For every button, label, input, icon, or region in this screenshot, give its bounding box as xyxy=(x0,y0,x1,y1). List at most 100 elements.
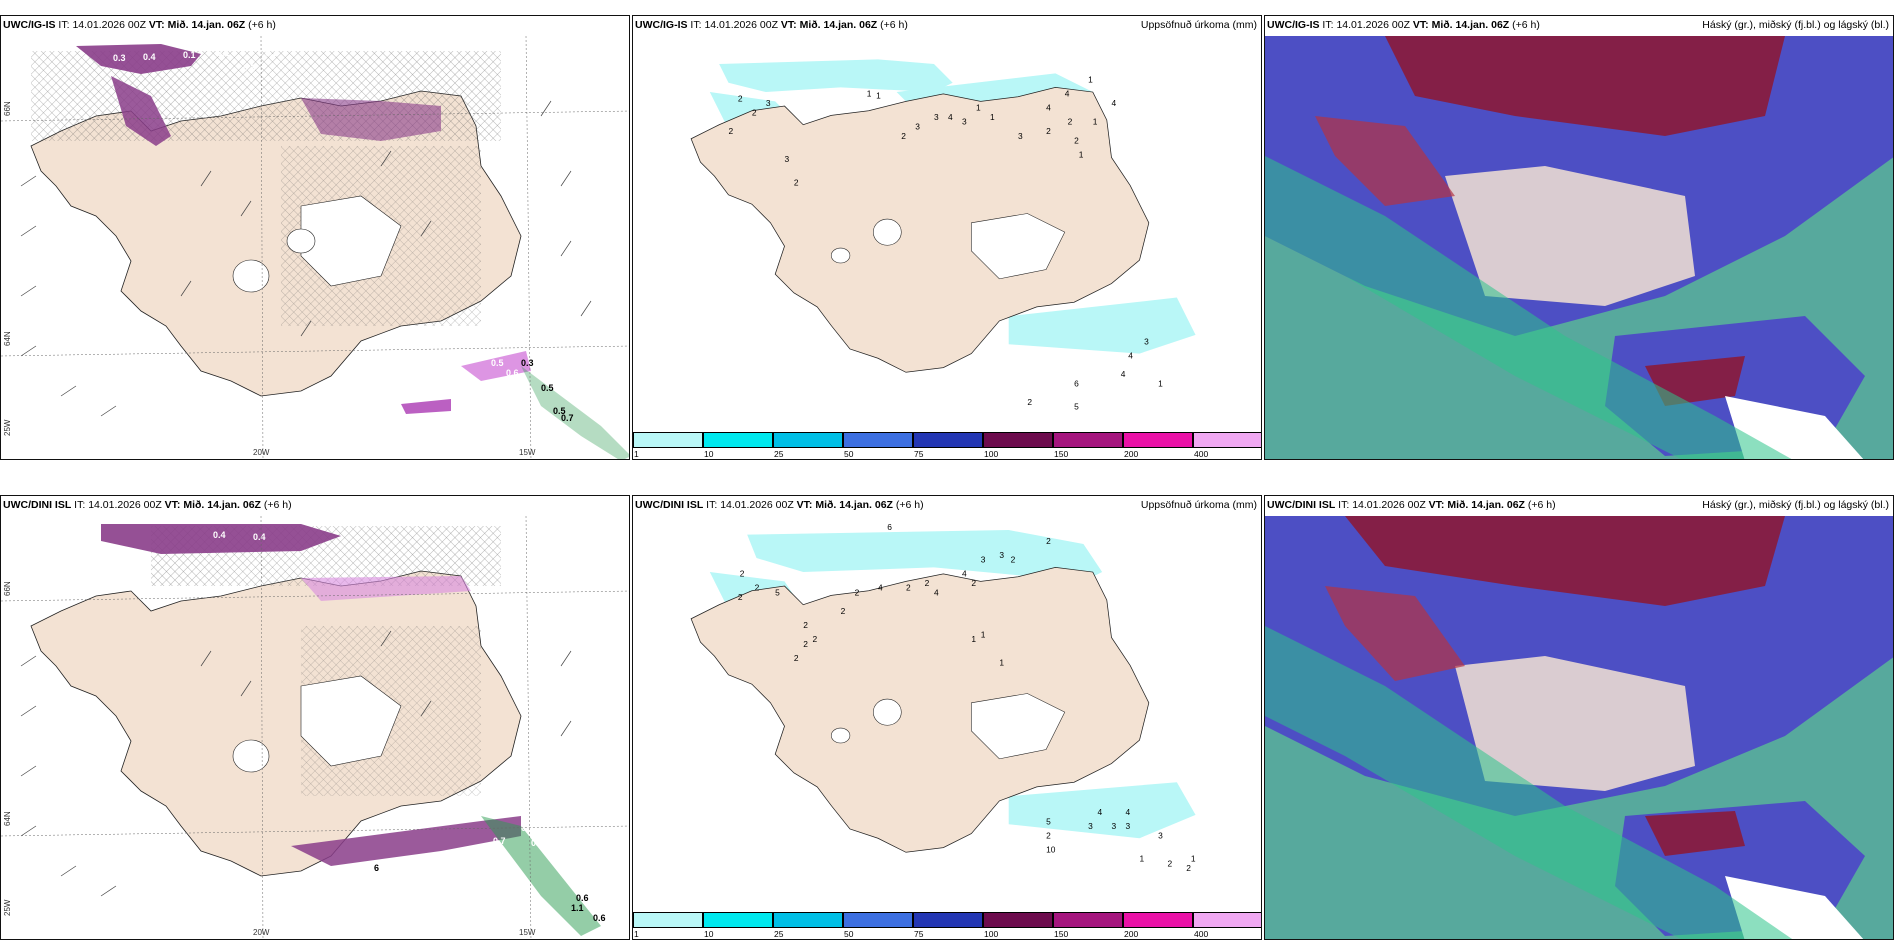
svg-text:4: 4 xyxy=(1111,98,1116,108)
glacier xyxy=(872,698,902,726)
vt-label: VT: xyxy=(164,499,181,511)
svg-text:3: 3 xyxy=(915,121,920,131)
lon-label-20: 20W xyxy=(253,448,270,457)
svg-text:0.3: 0.3 xyxy=(243,63,256,73)
cloud-title: Háský (gr.), miðský (fj.bl.) og lágský (… xyxy=(1702,19,1889,31)
model-name: UWC/IG-IS xyxy=(3,19,56,31)
colorbar-tick: 100 xyxy=(984,449,999,459)
svg-text:3: 3 xyxy=(1125,821,1130,831)
colorbar-swatch xyxy=(1053,912,1123,928)
svg-text:0.3: 0.3 xyxy=(113,53,126,63)
svg-text:1: 1 xyxy=(971,634,976,644)
vt-value: Mið. 14.jan. 06Z xyxy=(167,19,246,31)
precip-zone xyxy=(461,351,531,381)
cloud-title: Háský (gr.), miðský (fj.bl.) og lágský (… xyxy=(1702,499,1889,511)
svg-text:1: 1 xyxy=(1088,75,1093,85)
lead-time: (+6 h) xyxy=(895,499,924,511)
lon-label-25: 25W xyxy=(3,419,12,436)
colorbar-swatch xyxy=(633,432,703,448)
panel-header: UWC/DINI ISL IT: 14.01.2026 00Z VT: Mið.… xyxy=(635,499,1257,513)
model-name: UWC/IG-IS xyxy=(1267,19,1320,31)
svg-text:5: 5 xyxy=(1074,402,1079,412)
precip-area xyxy=(747,530,1103,582)
svg-text:2: 2 xyxy=(1068,117,1073,127)
svg-text:4: 4 xyxy=(878,583,883,593)
wind-map: 0.4 0.4 0.7 0.2 0.2 0.6 0.6 1.1 6 xyxy=(1,516,629,939)
model-name: UWC/IG-IS xyxy=(635,19,688,31)
colorbar-tick: 10 xyxy=(704,929,714,939)
wind-value-labels: 0.3 0.4 0.1 0.1 0.3 0.2 0.5 0.6 xyxy=(113,48,519,378)
colorbar-swatch xyxy=(983,912,1053,928)
svg-text:0.7: 0.7 xyxy=(561,413,574,423)
colorbar-tick: 100 xyxy=(984,929,999,939)
vt-label: VT: xyxy=(148,19,165,31)
colorbar-swatch xyxy=(1193,912,1261,928)
svg-text:2: 2 xyxy=(794,653,799,663)
glacier xyxy=(830,727,851,744)
svg-text:0.1: 0.1 xyxy=(183,50,196,60)
svg-text:3: 3 xyxy=(1144,336,1149,346)
svg-text:4: 4 xyxy=(1125,807,1130,817)
vt-label: VT: xyxy=(796,499,813,511)
lon-label-25: 25W xyxy=(3,899,12,916)
svg-text:0.3: 0.3 xyxy=(521,358,534,368)
it-value: 14.01.2026 00Z xyxy=(1352,499,1426,511)
vt-value: Mið. 14.jan. 06Z xyxy=(799,19,878,31)
svg-text:0.7: 0.7 xyxy=(493,836,506,846)
svg-text:4: 4 xyxy=(934,587,939,597)
colorbar-tick: 200 xyxy=(1124,929,1139,939)
it-label: IT: xyxy=(74,499,86,511)
iceland-land xyxy=(690,566,1150,853)
colorbar-tick: 75 xyxy=(914,449,924,459)
wind-map: 0.3 0.4 0.1 0.1 0.3 0.2 0.5 0.6 0.5 0.5 … xyxy=(1,36,629,459)
vt-label: VT: xyxy=(1428,499,1445,511)
svg-text:2: 2 xyxy=(901,131,906,141)
panel-header: UWC/IG-IS IT: 14.01.2026 00Z VT: Mið. 14… xyxy=(1267,19,1889,33)
svg-text:2: 2 xyxy=(1027,397,1032,407)
svg-text:0.4: 0.4 xyxy=(143,52,156,62)
svg-text:2: 2 xyxy=(925,578,930,588)
svg-text:2: 2 xyxy=(813,634,818,644)
svg-text:1: 1 xyxy=(1079,149,1084,159)
svg-text:2: 2 xyxy=(841,606,846,616)
svg-text:1: 1 xyxy=(999,657,1004,667)
svg-text:1: 1 xyxy=(1093,117,1098,127)
colorbar-swatch xyxy=(703,912,773,928)
glacier-langjokull xyxy=(232,259,270,293)
precip-title: Uppsöfnuð úrkoma (mm) xyxy=(1140,499,1257,511)
svg-text:2: 2 xyxy=(906,583,911,593)
glacier xyxy=(872,218,902,246)
colorbar-tick: 1 xyxy=(634,449,639,459)
wind-panel-bottom: UWC/DINI ISL IT: 14.01.2026 00Z VT: Mið.… xyxy=(0,495,630,940)
svg-text:2: 2 xyxy=(738,93,743,103)
svg-text:3: 3 xyxy=(962,117,967,127)
svg-text:0.5: 0.5 xyxy=(541,383,554,393)
wind-value-labels: 0.4 0.4 0.7 0.2 0.2 xyxy=(213,530,544,848)
precip-zone xyxy=(101,524,341,554)
vt-label: VT: xyxy=(780,19,797,31)
svg-text:3: 3 xyxy=(1018,131,1023,141)
svg-text:0.6: 0.6 xyxy=(506,368,519,378)
colorbar-swatch xyxy=(703,432,773,448)
precip-zone xyxy=(111,76,171,146)
precip-panel-bottom: UWC/DINI ISL IT: 14.01.2026 00Z VT: Mið.… xyxy=(632,495,1262,940)
cloud-panel-bottom: UWC/DINI ISL IT: 14.01.2026 00Z VT: Mið.… xyxy=(1264,495,1894,940)
glacier-hofsjokull xyxy=(286,228,316,254)
colorbar-swatch xyxy=(843,432,913,448)
it-label: IT: xyxy=(1322,19,1334,31)
svg-text:0.1: 0.1 xyxy=(217,48,230,58)
cloud-panel-top: UWC/IG-IS IT: 14.01.2026 00Z VT: Mið. 14… xyxy=(1264,15,1894,460)
wind-value-labels-dark: 0.6 0.6 1.1 6 xyxy=(374,863,606,923)
svg-text:2: 2 xyxy=(1046,830,1051,840)
svg-text:3: 3 xyxy=(934,112,939,122)
panel-header: UWC/IG-IS IT: 14.01.2026 00Z VT: Mið. 14… xyxy=(3,19,625,33)
it-value: 14.01.2026 00Z xyxy=(1336,19,1410,31)
svg-text:6: 6 xyxy=(374,863,379,873)
it-label: IT: xyxy=(58,19,70,31)
svg-text:2: 2 xyxy=(855,587,860,597)
precip-zone xyxy=(481,816,601,936)
svg-text:4: 4 xyxy=(1046,103,1051,113)
svg-text:1: 1 xyxy=(976,103,981,113)
glacier-vatnajokull xyxy=(300,195,402,287)
glacier xyxy=(830,247,851,264)
